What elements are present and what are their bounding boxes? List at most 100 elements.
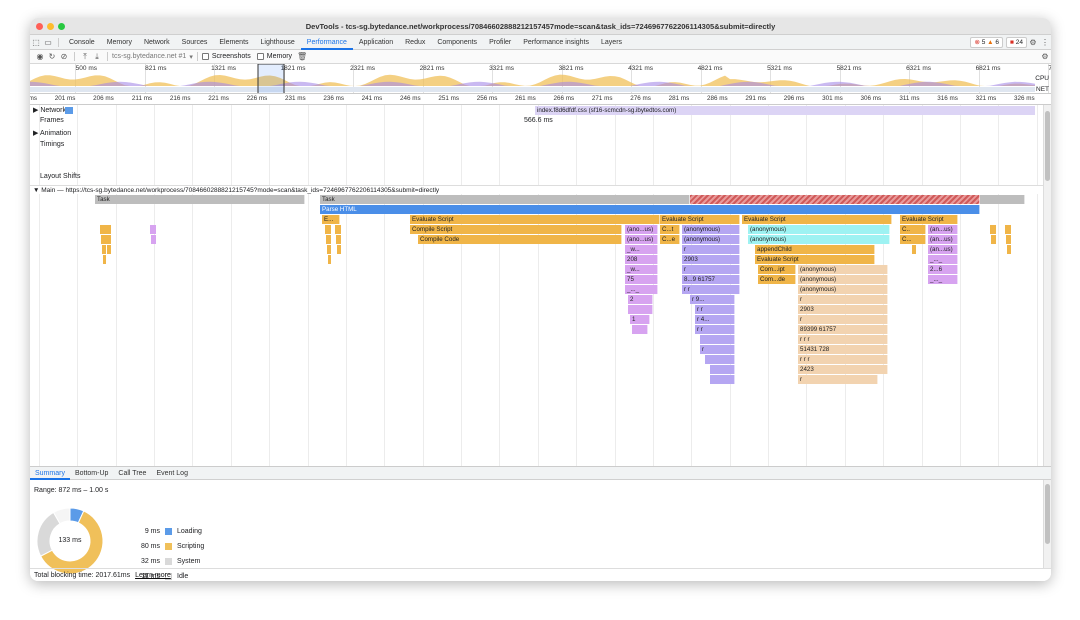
flame-event[interactable]: (an...us) bbox=[928, 245, 958, 254]
flame-event[interactable] bbox=[335, 225, 341, 234]
tab-redux[interactable]: Redux bbox=[405, 38, 426, 46]
flame-event[interactable]: C...e bbox=[660, 235, 680, 244]
tab-performance[interactable]: Performance bbox=[300, 35, 353, 50]
close-window-button[interactable] bbox=[36, 23, 43, 30]
flame-event[interactable] bbox=[326, 235, 331, 244]
flame-event[interactable]: 89399 61757 bbox=[798, 325, 888, 334]
record-icon[interactable]: ◉ bbox=[36, 52, 44, 61]
flame-event[interactable]: (anonymous) bbox=[682, 235, 740, 244]
flame-event[interactable]: Evaluate Script bbox=[742, 215, 892, 224]
flame-event[interactable] bbox=[101, 235, 106, 244]
flame-event[interactable] bbox=[107, 245, 111, 254]
trash-icon[interactable]: 🗑 bbox=[296, 52, 308, 61]
flame-event[interactable] bbox=[705, 355, 735, 364]
scrollbar-thumb[interactable] bbox=[1045, 484, 1050, 544]
tab-sources[interactable]: Sources bbox=[181, 38, 208, 46]
target-select[interactable]: tcs-sg.bytedance.net #1 bbox=[112, 53, 187, 60]
layout-shifts-label[interactable]: Layout Shifts bbox=[40, 173, 81, 180]
flame-event[interactable] bbox=[327, 245, 331, 254]
flame-event[interactable]: 51431 728 bbox=[798, 345, 888, 354]
tab-memory[interactable]: Memory bbox=[106, 38, 132, 46]
flame-event[interactable]: r r bbox=[695, 325, 735, 334]
learn-more-link[interactable]: Learn more bbox=[135, 572, 171, 579]
flame-event[interactable]: Task bbox=[95, 195, 305, 204]
flame-event[interactable]: 2903 bbox=[682, 255, 740, 264]
flame-event[interactable] bbox=[100, 225, 106, 234]
flame-event[interactable]: appendChild bbox=[755, 245, 875, 254]
device-toolbar-icon[interactable]: ▭ bbox=[44, 37, 52, 47]
flame-event[interactable]: r r r bbox=[798, 355, 888, 364]
flame-event[interactable] bbox=[912, 245, 916, 254]
flame-event[interactable]: 2423 bbox=[798, 365, 888, 374]
tab-elements[interactable]: Elements bbox=[219, 38, 249, 46]
tab-layers[interactable]: Layers bbox=[601, 38, 623, 46]
flame-event[interactable]: _..._ bbox=[625, 285, 658, 294]
timeline-overview[interactable]: 500 ms 821 ms 1321 ms 1821 ms 2321 ms 2821 ms… bbox=[30, 64, 1051, 94]
tab-performance-insights[interactable]: Performance insights bbox=[523, 38, 590, 46]
flame-event[interactable] bbox=[106, 235, 111, 244]
flame-event[interactable]: _..._ bbox=[928, 275, 958, 284]
flame-event[interactable] bbox=[1006, 235, 1011, 244]
download-icon[interactable]: ⤓ bbox=[95, 51, 99, 61]
flame-event[interactable] bbox=[150, 225, 156, 234]
minimize-window-button[interactable] bbox=[47, 23, 54, 30]
flame-event[interactable]: r 4... bbox=[695, 315, 735, 324]
flame-event[interactable]: (anonymous) bbox=[748, 225, 890, 234]
flame-event[interactable] bbox=[980, 195, 1025, 204]
maximize-window-button[interactable] bbox=[58, 23, 65, 30]
frames-label[interactable]: Frames bbox=[40, 117, 64, 124]
flame-event[interactable]: r bbox=[798, 315, 888, 324]
flame-event[interactable]: r bbox=[682, 265, 740, 274]
flame-event[interactable]: r bbox=[798, 375, 878, 384]
frame-duration[interactable]: 566.6 ms bbox=[524, 117, 553, 124]
flame-chart[interactable]: Task Task Parse HTML E... Evaluate Script Eva… bbox=[30, 194, 1043, 466]
flame-event[interactable]: (anonymous) bbox=[798, 275, 888, 284]
flame-event[interactable] bbox=[990, 225, 996, 234]
flame-event[interactable]: Task bbox=[320, 195, 690, 204]
network-request-bar[interactable] bbox=[65, 107, 73, 114]
flame-event[interactable]: Com...de bbox=[758, 275, 796, 284]
flame-event[interactable]: _..._ bbox=[928, 255, 958, 264]
clear-icon[interactable]: ⊘ bbox=[60, 52, 68, 61]
flame-event[interactable]: (ano...us) bbox=[625, 225, 658, 234]
scrollbar-thumb[interactable] bbox=[1045, 111, 1050, 181]
reload-icon[interactable]: ↻ bbox=[48, 52, 56, 61]
flame-event[interactable] bbox=[632, 325, 648, 334]
capture-settings-icon[interactable]: ⚙ bbox=[1041, 52, 1049, 61]
flame-event[interactable]: 75 bbox=[625, 275, 658, 284]
chevron-down-icon[interactable]: ▾ bbox=[189, 53, 193, 61]
flame-event[interactable]: (anonymous) bbox=[748, 235, 890, 244]
main-thread-header[interactable]: ▼ Main — https://tcs-sg.bytedance.net/wo… bbox=[30, 185, 1043, 194]
tab-console[interactable]: Console bbox=[69, 38, 95, 46]
flame-event[interactable] bbox=[700, 335, 735, 344]
flame-event[interactable] bbox=[710, 375, 735, 384]
tab-call-tree[interactable]: Call Tree bbox=[118, 469, 147, 477]
flame-event[interactable]: 208 bbox=[625, 255, 658, 264]
screenshots-checkbox[interactable] bbox=[201, 53, 209, 60]
inspect-element-icon[interactable]: ⬚ bbox=[32, 37, 40, 47]
issue-counter[interactable]: ⊗ 5 ▲ 6 bbox=[970, 36, 1004, 48]
flame-event[interactable]: (an...us) bbox=[928, 225, 958, 234]
animation-track[interactable]: ▶ Animation bbox=[33, 129, 71, 137]
flame-event[interactable] bbox=[690, 195, 980, 204]
flame-event[interactable] bbox=[151, 235, 156, 244]
flame-event[interactable]: r r r bbox=[798, 335, 888, 344]
flame-event[interactable]: (anonymous) bbox=[798, 285, 888, 294]
flame-event[interactable]: Evaluate Script bbox=[660, 215, 740, 224]
flame-event[interactable]: r 9... bbox=[690, 295, 735, 304]
flame-event[interactable]: Parse HTML bbox=[320, 205, 980, 214]
flame-event[interactable] bbox=[102, 245, 106, 254]
flame-event[interactable]: 2903 bbox=[798, 305, 888, 314]
flame-event[interactable]: Compile Code bbox=[418, 235, 622, 244]
flame-event[interactable] bbox=[337, 245, 341, 254]
flame-event[interactable]: 8...9 61757 bbox=[682, 275, 740, 284]
flame-event[interactable]: Compile Script bbox=[410, 225, 622, 234]
tab-event-log[interactable]: Event Log bbox=[156, 469, 188, 477]
flame-event[interactable] bbox=[103, 255, 106, 264]
memory-checkbox[interactable] bbox=[256, 53, 264, 60]
flame-event[interactable]: E... bbox=[322, 215, 340, 224]
flame-event[interactable] bbox=[325, 225, 331, 234]
flame-event[interactable] bbox=[328, 255, 331, 264]
flame-event[interactable] bbox=[628, 305, 653, 314]
flame-event[interactable]: C...t bbox=[660, 225, 680, 234]
